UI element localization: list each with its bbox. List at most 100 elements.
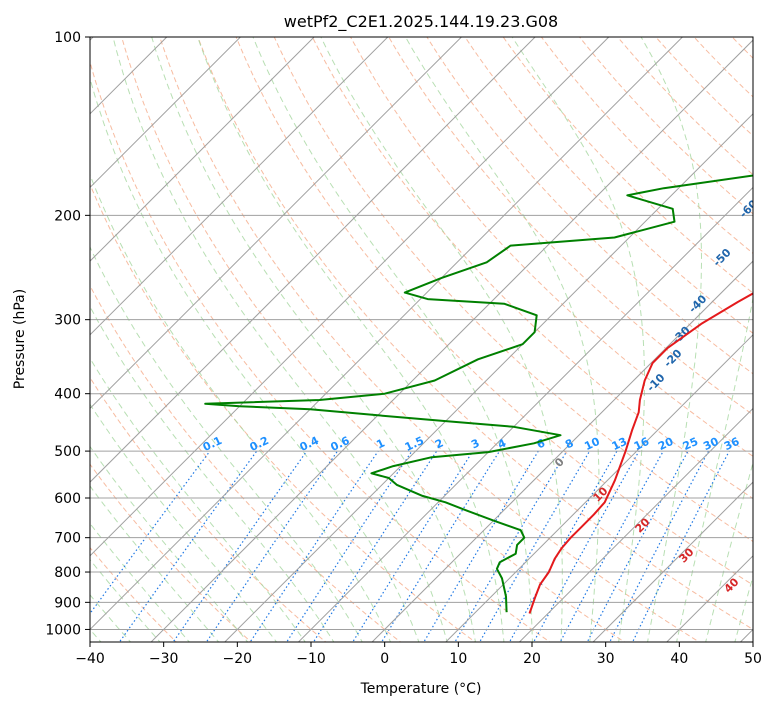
mixing-ratio-label: 2 [433, 436, 445, 451]
x-tick-label: 50 [744, 651, 762, 667]
isotherm-line [90, 37, 315, 262]
mixing-ratio-label: 20 [656, 435, 676, 453]
isopleth-labels: -100-90-80-70-60-50-40-30-20-100.10.20.4… [201, 159, 775, 595]
plot-frame [89, 36, 754, 643]
isotherm-line [666, 555, 753, 642]
isotherm-line [518, 407, 753, 642]
dry-adiabat-line [757, 24, 775, 645]
mixing-ratio-line [312, 450, 438, 642]
x-tick-label: 0 [380, 651, 389, 667]
chart-title: wetPf2_C2E1.2025.144.19.23.G08 [284, 12, 558, 32]
dry-adiabat-line [311, 37, 753, 500]
moist-adiabat-line [90, 245, 363, 642]
moist-adiabat-line [90, 76, 420, 642]
mixing-ratio-line [285, 450, 413, 642]
mixing-ratio-line [559, 450, 664, 642]
moist-adiabat-label: 40 [722, 575, 742, 595]
dry-adiabat-line [617, 37, 753, 176]
isotherm-line [445, 334, 753, 642]
x-tick-label: 10 [449, 651, 467, 667]
moist-adiabats [90, 37, 753, 642]
dry-adiabat-line [426, 37, 753, 375]
x-tick-label: −40 [75, 651, 105, 667]
moist-adiabat-line [197, 37, 505, 642]
dry-adiabat-line [90, 182, 476, 642]
mixing-ratio-label: 25 [681, 435, 700, 453]
mixing-ratio-line [454, 450, 568, 642]
mixing-ratio-label: 1 [374, 436, 386, 451]
moist-adiabat-label: 30 [677, 545, 697, 565]
mixing-ratio-label: 13 [610, 435, 629, 453]
mixing-ratio-line [586, 450, 689, 642]
mixing-ratio-label: 30 [701, 435, 721, 453]
x-axis: −40 −30 −20 −10 0 10 20 30 40 50 [75, 642, 762, 667]
dewpoint-profile [204, 174, 753, 613]
mixing-ratio-label: 36 [722, 435, 742, 453]
isobars [90, 37, 753, 630]
dry-adiabats [90, 24, 775, 645]
dry-adiabat-line [578, 37, 753, 215]
isotherm-line [90, 37, 463, 410]
dry-adiabat-line [90, 284, 402, 642]
isotherm-line [90, 37, 684, 631]
x-tick-label: 30 [597, 651, 615, 667]
moist-adiabat-line [90, 357, 306, 642]
dry-adiabat-line [540, 37, 753, 254]
mixing-ratio-line [90, 450, 211, 615]
mixing-ratio-line [609, 450, 710, 642]
moist-adiabat-label: 20 [633, 515, 653, 535]
dry-adiabat-line [197, 37, 753, 631]
x-axis-label: Temperature (°C) [360, 681, 482, 697]
mixing-ratio-line [118, 450, 258, 642]
dry-adiabat-line [90, 463, 252, 642]
dry-adiabat-line [731, 37, 753, 59]
dry-adiabat-line [655, 37, 753, 137]
x-tick-label: −20 [223, 651, 253, 667]
dry-adiabat-label: -50 [710, 246, 733, 269]
x-tick-label: −30 [149, 651, 179, 667]
mixing-ratio-label: 16 [632, 435, 652, 453]
moist-adiabat-line [90, 403, 278, 642]
moist-adiabat-line [734, 574, 753, 642]
mixing-ratio-label: 10 [582, 435, 602, 453]
y-tick-label: 400 [54, 387, 81, 403]
dry-adiabat-line [502, 37, 753, 294]
moist-adiabat-line [705, 461, 753, 642]
dry-adiabat-label: -70 [753, 159, 775, 182]
moist-adiabat-line [90, 445, 249, 642]
mixing-ratio-label: 6 [535, 436, 548, 451]
dry-adiabat-line [235, 37, 753, 586]
mixing-ratio-line [631, 450, 730, 642]
isotherm-line [592, 481, 753, 642]
mixing-ratio-label: 3 [469, 436, 481, 451]
dry-adiabat-line [693, 37, 753, 98]
mixing-ratio-line [249, 450, 379, 642]
y-tick-label: 200 [54, 208, 81, 224]
moist-adiabat-line [90, 173, 392, 642]
dry-adiabat-line [159, 37, 701, 642]
dry-adiabat-line [388, 37, 753, 416]
y-tick-label: 600 [54, 491, 81, 507]
moist-adiabat-line [404, 37, 600, 642]
moist-adiabat-label: 0 [552, 455, 567, 470]
dry-adiabat-line [90, 376, 327, 642]
y-tick-label: 900 [54, 595, 81, 611]
dry-adiabat-line [121, 37, 626, 642]
isotherm-line [150, 39, 753, 642]
y-tick-label: 100 [54, 30, 81, 46]
y-tick-label: 1000 [45, 622, 81, 638]
y-tick-label: 800 [54, 565, 81, 581]
isotherm-line [90, 37, 168, 115]
dry-adiabat-line [273, 37, 753, 543]
y-tick-label: 300 [54, 313, 81, 329]
mixing-ratio-line [352, 450, 474, 642]
isotherm-line [90, 37, 242, 189]
isotherm-line [90, 37, 389, 336]
dry-adiabat-line [90, 60, 551, 642]
y-axis-label: Pressure (hPa) [12, 289, 28, 389]
temperature-profile [528, 292, 753, 614]
y-tick-label: 700 [54, 531, 81, 547]
dry-adiabat-line [350, 37, 753, 457]
isotherm-line [371, 260, 753, 642]
